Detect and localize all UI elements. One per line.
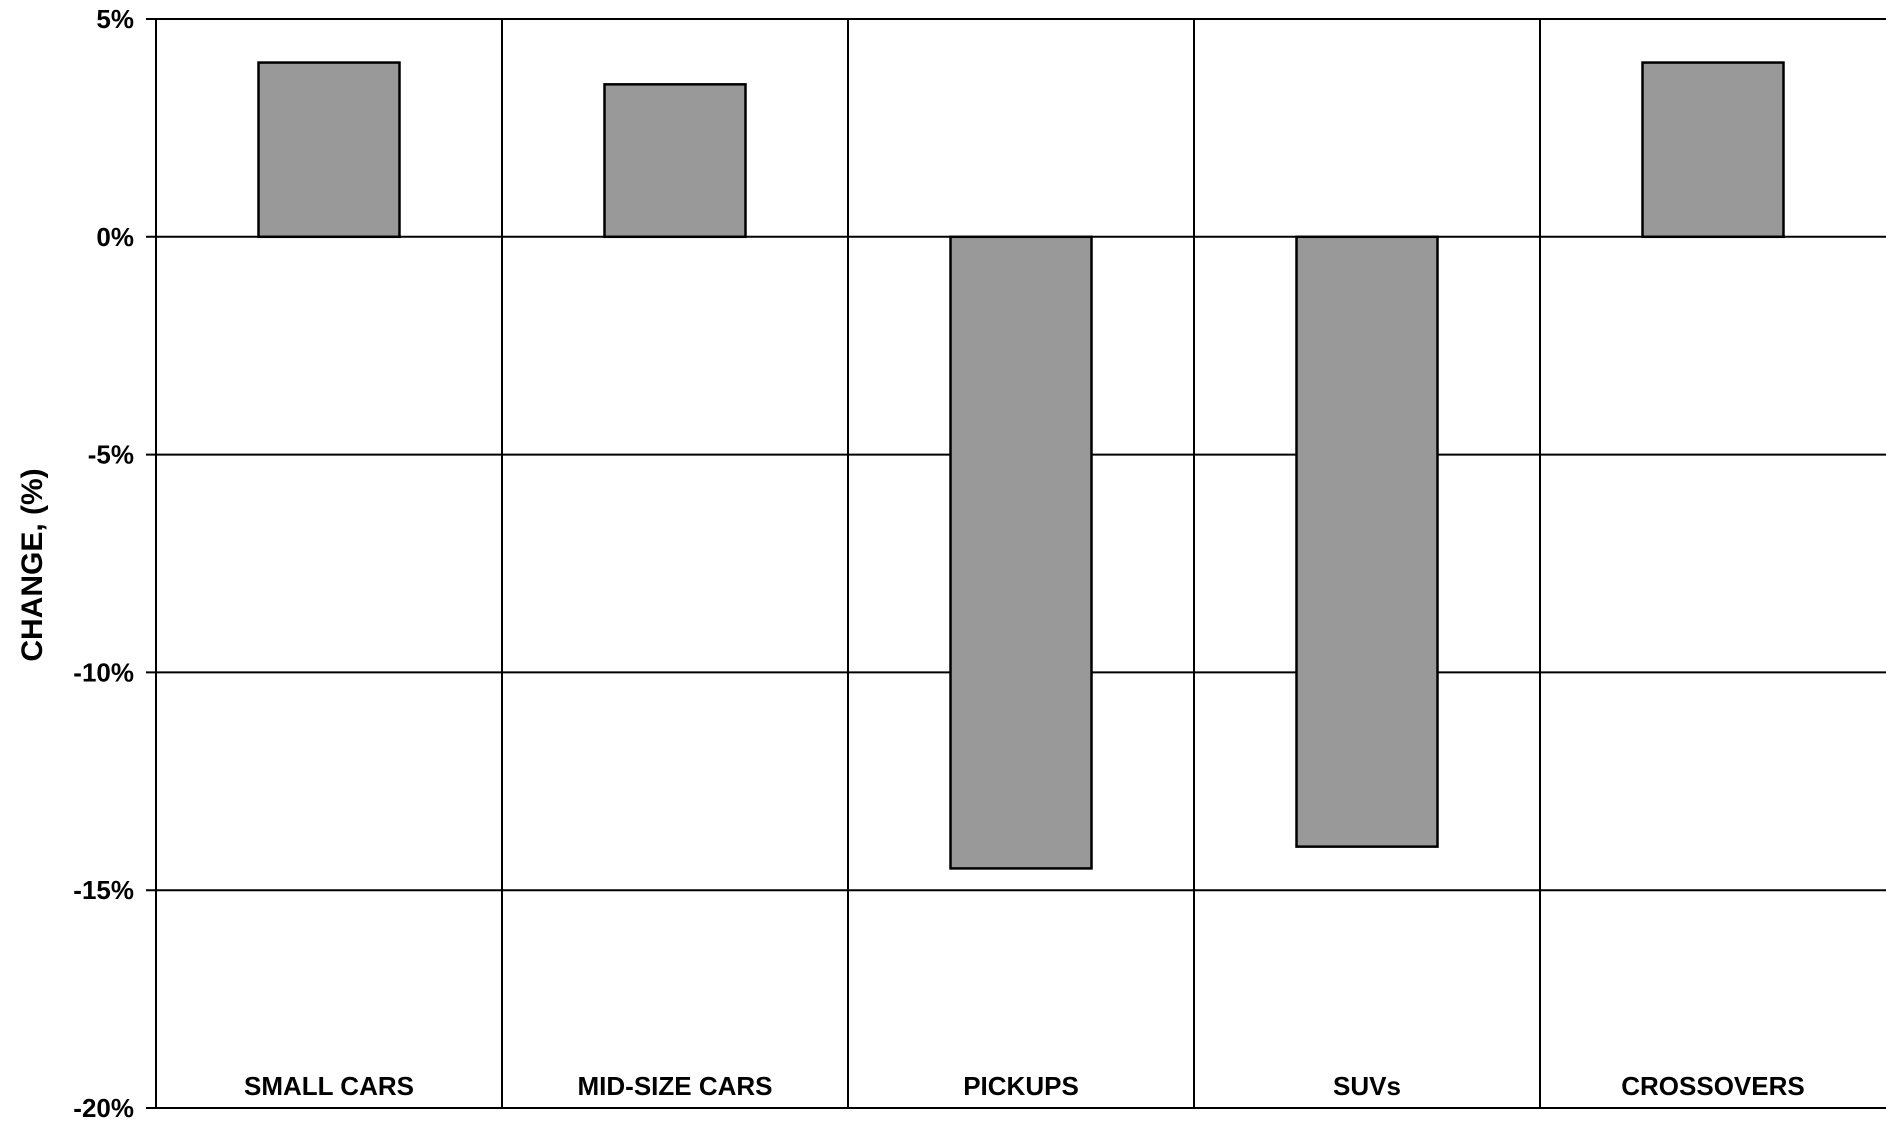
category-label: CROSSOVERS <box>1621 1071 1805 1101</box>
category-label: SMALL CARS <box>244 1071 414 1101</box>
y-tick-labels: 5% 0% -5% -10% -15% -20% <box>73 4 134 1123</box>
category-label: PICKUPS <box>963 1071 1079 1101</box>
bar-crossovers <box>1641 61 1785 239</box>
category-label: MID-SIZE CARS <box>578 1071 773 1101</box>
y-tick-label: -20% <box>73 1093 134 1123</box>
grid-layer <box>146 18 1886 1109</box>
y-axis-title: CHANGE, (%) <box>16 468 49 661</box>
bar-suvs <box>1295 235 1439 848</box>
bar-mid-size-cars <box>603 83 747 239</box>
bar-small-cars <box>257 61 401 239</box>
category-label: SUVs <box>1333 1071 1401 1101</box>
y-tick-label: 0% <box>96 222 134 252</box>
y-tick-label: 5% <box>96 4 134 34</box>
y-tick-label: -15% <box>73 875 134 905</box>
y-tick-label: -10% <box>73 657 134 687</box>
bars-layer <box>257 61 1785 870</box>
y-tick-label: -5% <box>88 440 134 470</box>
category-labels: SMALL CARS MID-SIZE CARS PICKUPS SUVs CROSSO… <box>244 1071 1805 1101</box>
bar-pickups <box>949 235 1093 870</box>
